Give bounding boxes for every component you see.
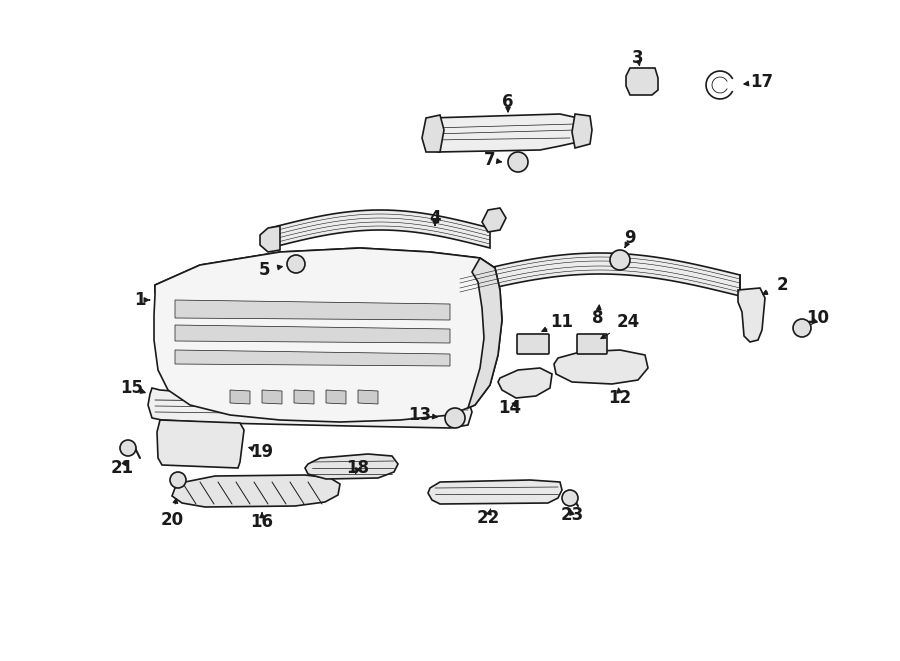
Polygon shape xyxy=(155,248,495,300)
Text: 6: 6 xyxy=(502,93,514,111)
Polygon shape xyxy=(482,208,506,232)
Polygon shape xyxy=(172,475,340,507)
Polygon shape xyxy=(294,390,314,404)
Circle shape xyxy=(508,152,528,172)
Circle shape xyxy=(170,472,186,488)
Text: 2: 2 xyxy=(776,276,788,294)
Circle shape xyxy=(793,319,811,337)
Circle shape xyxy=(610,250,630,270)
Circle shape xyxy=(562,490,578,506)
Polygon shape xyxy=(460,253,740,296)
Polygon shape xyxy=(148,388,472,428)
Text: 3: 3 xyxy=(632,49,644,67)
Polygon shape xyxy=(262,390,282,404)
Text: 11: 11 xyxy=(551,313,573,331)
Text: 23: 23 xyxy=(561,506,583,524)
Text: 22: 22 xyxy=(476,509,500,527)
Text: 14: 14 xyxy=(499,399,522,417)
Polygon shape xyxy=(175,300,450,320)
Polygon shape xyxy=(572,114,592,148)
Text: 24: 24 xyxy=(616,313,640,331)
Text: 1: 1 xyxy=(134,291,146,309)
Text: 21: 21 xyxy=(111,459,133,477)
Polygon shape xyxy=(270,210,490,248)
Circle shape xyxy=(120,440,136,456)
Text: 12: 12 xyxy=(608,389,632,407)
Polygon shape xyxy=(428,480,562,504)
Polygon shape xyxy=(175,350,450,366)
Polygon shape xyxy=(305,454,398,479)
Text: 20: 20 xyxy=(160,511,184,529)
Text: 4: 4 xyxy=(429,209,441,227)
Circle shape xyxy=(445,408,465,428)
Text: 7: 7 xyxy=(484,151,496,169)
Polygon shape xyxy=(554,350,648,384)
Text: 13: 13 xyxy=(409,406,432,424)
Polygon shape xyxy=(326,390,346,404)
FancyBboxPatch shape xyxy=(517,334,549,354)
Polygon shape xyxy=(626,68,658,95)
Text: 18: 18 xyxy=(346,459,370,477)
Text: 17: 17 xyxy=(751,73,774,91)
Text: 19: 19 xyxy=(250,443,274,461)
Text: 16: 16 xyxy=(250,513,274,531)
Text: 8: 8 xyxy=(592,309,604,327)
Polygon shape xyxy=(230,390,250,404)
Polygon shape xyxy=(426,114,580,152)
Text: 9: 9 xyxy=(625,229,635,247)
Polygon shape xyxy=(154,248,502,422)
Polygon shape xyxy=(738,288,765,342)
Polygon shape xyxy=(175,325,450,343)
Text: 15: 15 xyxy=(121,379,143,397)
Polygon shape xyxy=(422,115,444,152)
Polygon shape xyxy=(260,226,280,252)
Polygon shape xyxy=(498,368,552,398)
Polygon shape xyxy=(358,390,378,404)
Text: 10: 10 xyxy=(806,309,830,327)
Polygon shape xyxy=(157,420,244,468)
Polygon shape xyxy=(468,258,502,408)
FancyBboxPatch shape xyxy=(577,334,607,354)
Circle shape xyxy=(287,255,305,273)
Text: 5: 5 xyxy=(259,261,271,279)
